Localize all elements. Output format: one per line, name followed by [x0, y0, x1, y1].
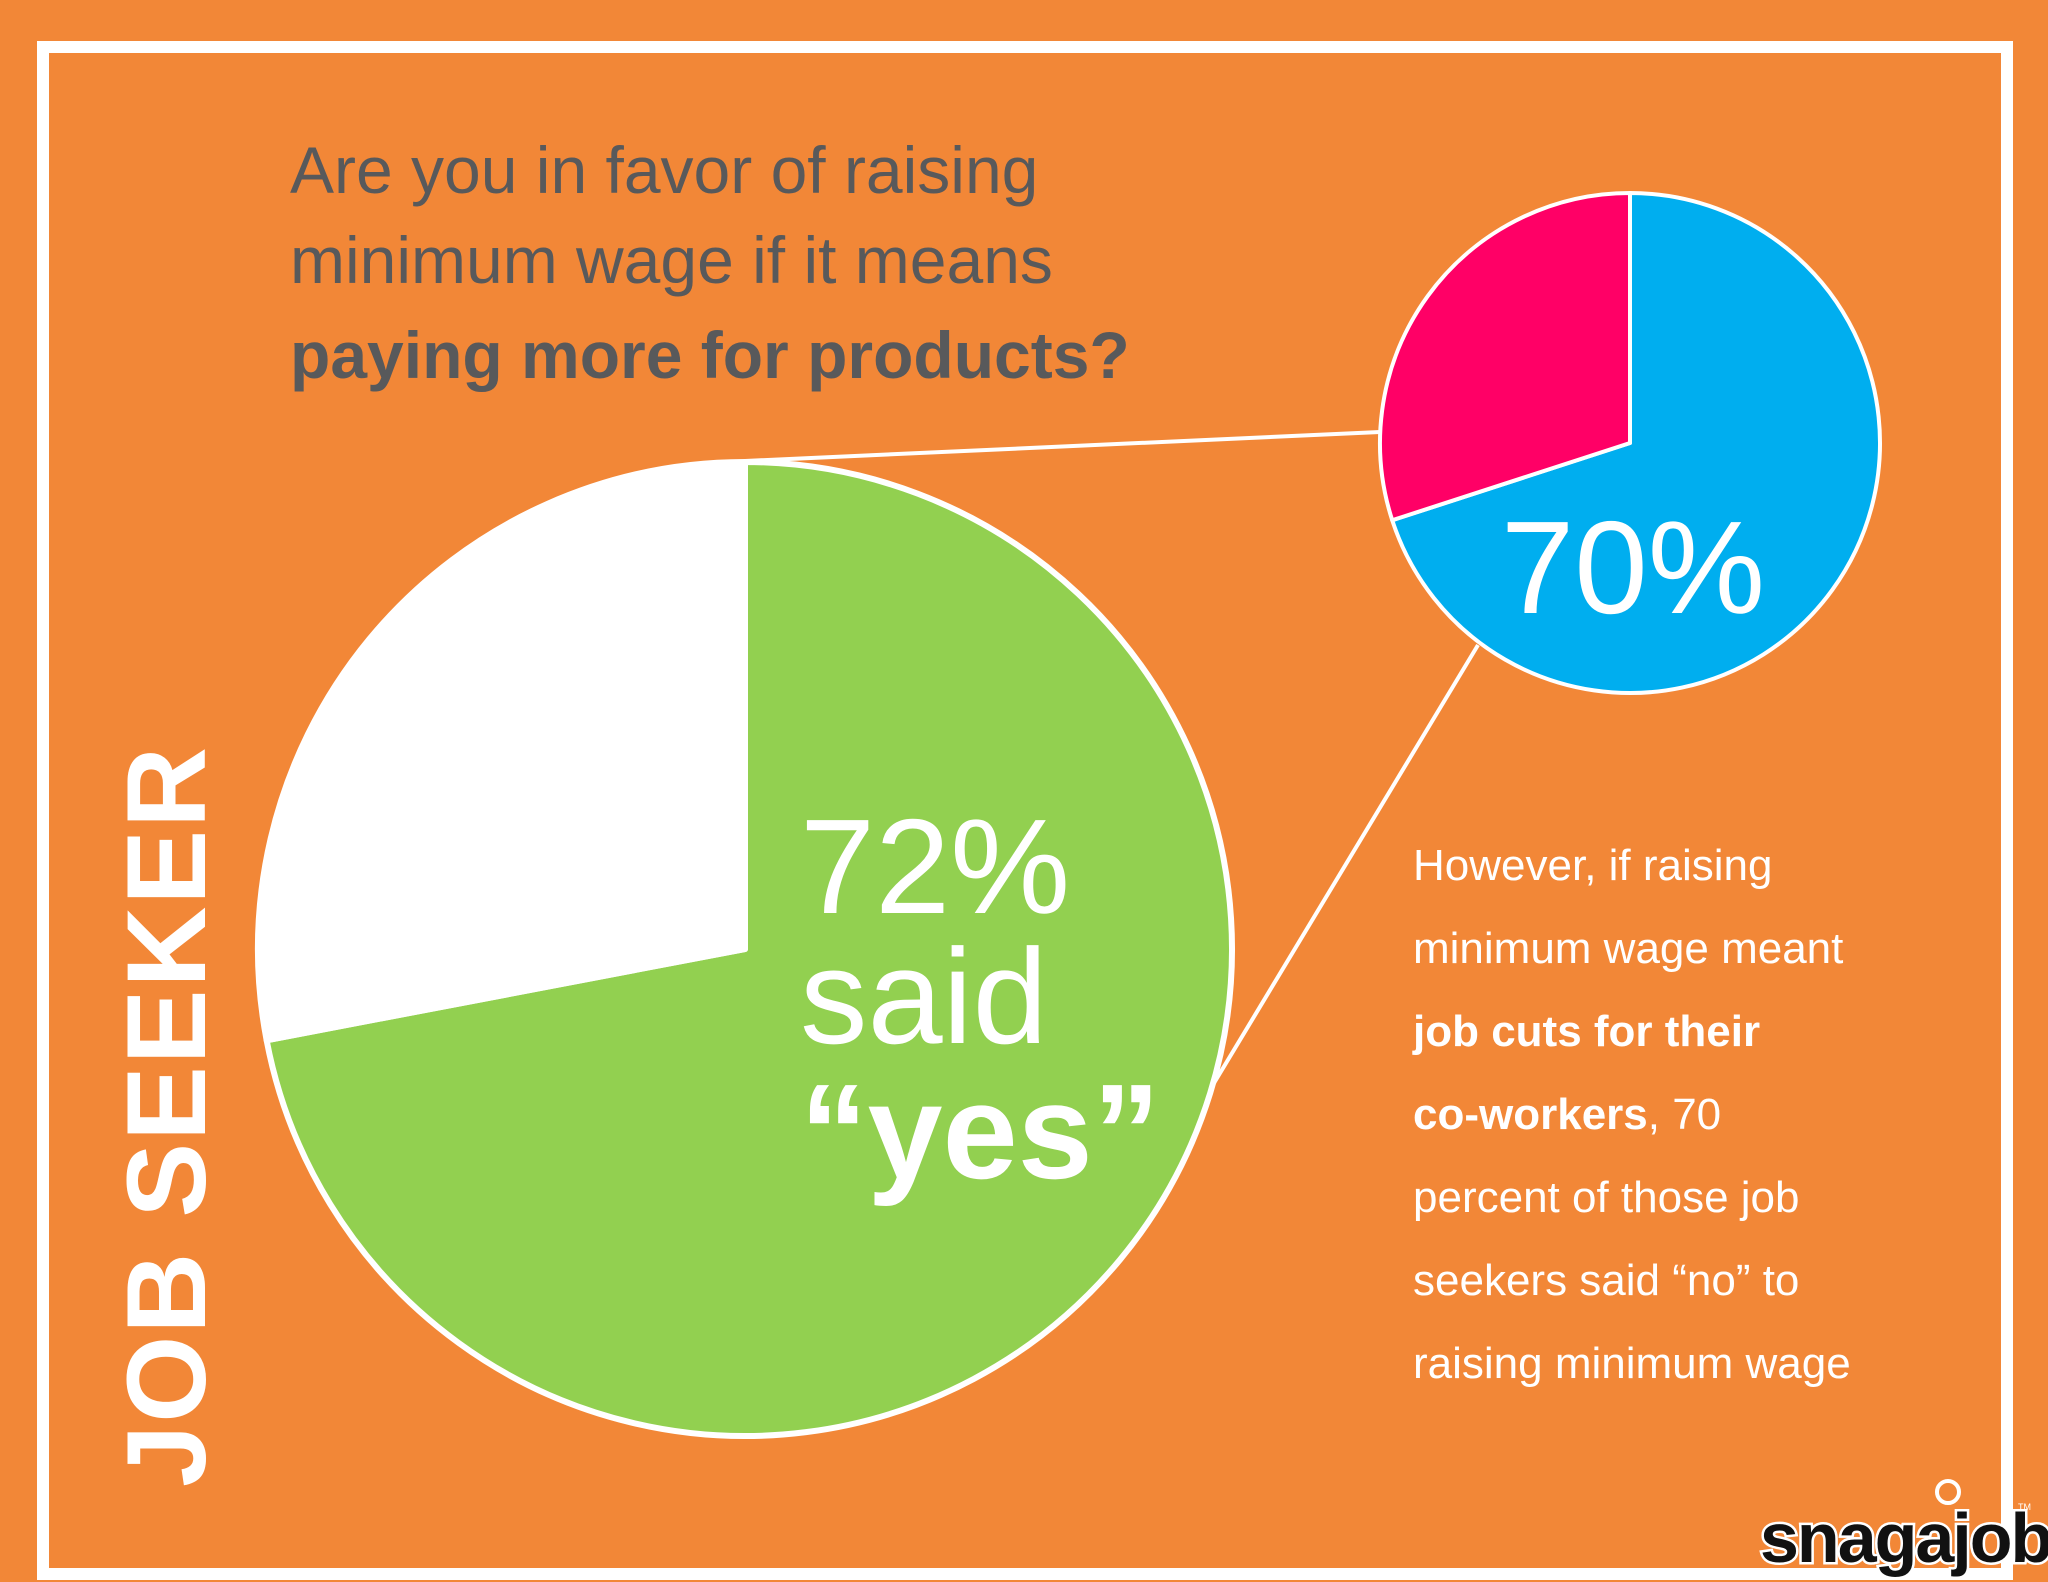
logo-tm: TM — [2018, 1502, 2031, 1512]
main-pie-percent: 72% — [800, 791, 1070, 942]
snagajob-logo: snagajob TM — [1758, 1479, 2048, 1580]
note-line-3: job cuts for their — [1412, 1007, 1760, 1056]
side-label: JOB SEEKER — [104, 745, 229, 1487]
question-line-2: minimum wage if it means — [290, 223, 1053, 297]
connector-line-bottom — [1203, 643, 1480, 1100]
note-line-5: percent of those job — [1413, 1173, 1799, 1222]
connector-line-top — [744, 430, 1381, 463]
zoom-pie-slice-2 — [1378, 191, 1632, 523]
logo-text: snagajob — [1760, 1499, 2048, 1577]
main-pie-slice-2 — [255, 459, 748, 1044]
logo-dot-icon — [1935, 1479, 1961, 1505]
note-line-1: However, if raising — [1413, 841, 1772, 890]
note-line-2: minimum wage meant — [1413, 924, 1843, 973]
question-line-3: paying more for products? — [290, 318, 1130, 392]
question-line-1: Are you in favor of raising — [290, 133, 1038, 207]
zoom-pie — [1378, 191, 1883, 695]
note-line-4-rest: , 70 — [1648, 1090, 1721, 1139]
note-line-4-bold: co-workers — [1413, 1090, 1648, 1139]
main-pie-slice-1 — [263, 459, 1235, 1439]
main-pie-said: said — [800, 921, 1048, 1072]
zoom-pie-slice-1 — [1390, 191, 1883, 695]
main-pie — [255, 459, 1235, 1439]
note-line-7: raising minimum wage — [1413, 1339, 1851, 1388]
note-line-4: co-workers, 70 — [1413, 1090, 1721, 1139]
main-pie-answer: “yes” — [800, 1056, 1160, 1207]
frame-border — [37, 41, 2013, 1580]
note-line-6: seekers said “no” to — [1413, 1256, 1799, 1305]
zoom-pie-percent: 70% — [1501, 494, 1765, 641]
